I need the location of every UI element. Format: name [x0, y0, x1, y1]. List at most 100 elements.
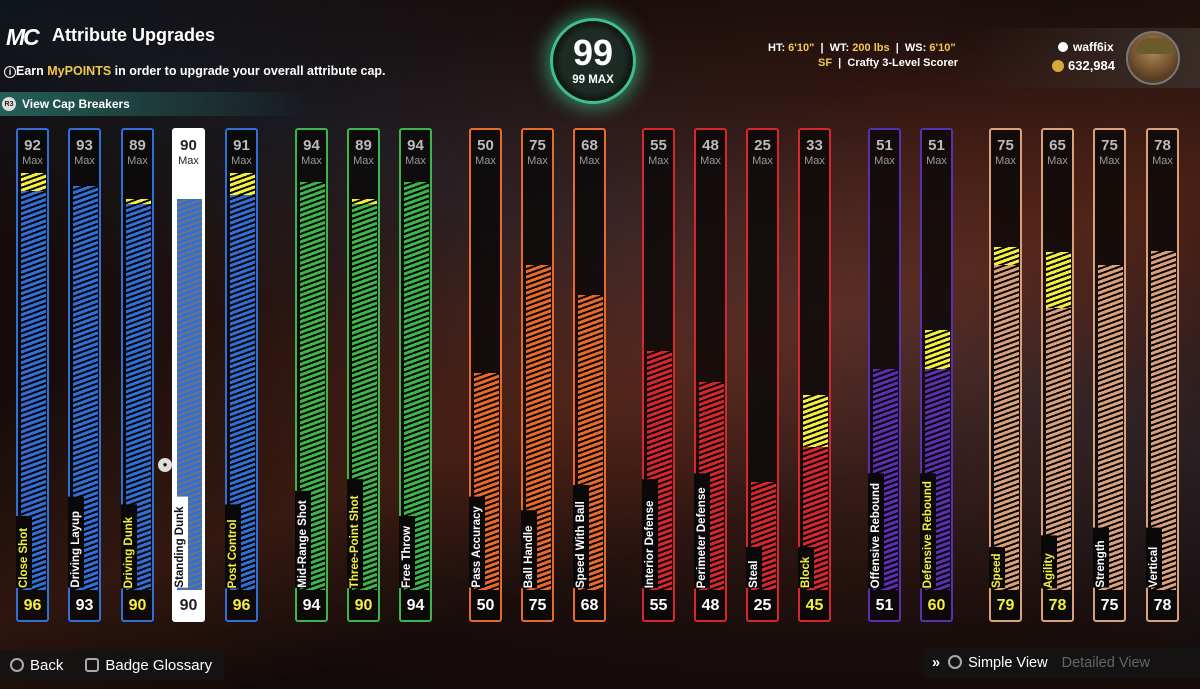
attribute-cap-value: 89	[129, 137, 146, 154]
attribute-cap-value: 51	[876, 137, 893, 154]
attribute-cap-value: 93	[76, 137, 93, 154]
attribute-label: Interior Defense	[642, 478, 658, 588]
wingspan: 6'10"	[929, 42, 956, 54]
attribute-current-value: 90	[128, 597, 147, 614]
attribute-current-value: 51	[875, 597, 894, 614]
attribute-max-label: Max	[1047, 155, 1068, 167]
attribute-max-label: Max	[74, 155, 95, 167]
attribute-max-label: Max	[405, 155, 426, 167]
attribute-max-label: Max	[475, 155, 496, 167]
r3-button-icon: R3	[2, 97, 16, 111]
attribute-label: Block	[798, 547, 814, 588]
view-cap-breakers-label: View Cap Breakers	[22, 97, 130, 111]
attribute-bar[interactable]: 78 Max Vertical 78	[1146, 128, 1179, 622]
attribute-bar[interactable]: 48 Max Perimeter Defense 48	[694, 128, 727, 622]
attribute-bar[interactable]: 33 Max Block 45	[798, 128, 831, 622]
attribute-current-value: 75	[1100, 597, 1119, 614]
attribute-bar[interactable]: 89 Max Driving Dunk 90	[121, 128, 154, 622]
vc-coin-icon	[1052, 60, 1064, 72]
attribute-current-value: 78	[1153, 597, 1172, 614]
simple-view-tab[interactable]: Simple View	[948, 655, 1048, 671]
attribute-bar[interactable]: 25 Max Steal 25	[746, 128, 779, 622]
attribute-cap-value: 25	[754, 137, 771, 154]
attribute-max-label: Max	[527, 155, 548, 167]
badge-glossary-button[interactable]: Badge Glossary	[85, 657, 212, 674]
attribute-label: Driving Layup	[68, 497, 84, 588]
attribute-current-value: 96	[23, 597, 42, 614]
attribute-max-label: Max	[648, 155, 669, 167]
attribute-max-label: Max	[995, 155, 1016, 167]
attribute-label: Agility	[1041, 534, 1057, 588]
attribute-cap-value: 33	[806, 137, 823, 154]
attribute-current-value: 75	[528, 597, 547, 614]
attribute-fill	[994, 264, 1019, 590]
attribute-bar[interactable]: 92 Max Close Shot 96	[16, 128, 49, 622]
attribute-label: Close Shot	[16, 516, 32, 588]
attribute-cap-value: 91	[233, 137, 250, 154]
position: SF	[818, 57, 833, 69]
attribute-max-label: Max	[231, 155, 252, 167]
back-button[interactable]: Back	[10, 657, 63, 674]
attribute-bar[interactable]: 51 Max Offensive Rebound 51	[868, 128, 901, 622]
attribute-label: Steal	[746, 547, 762, 588]
attribute-upgrade-fill	[803, 394, 828, 447]
avatar-cap	[1136, 38, 1174, 54]
attribute-current-value: 48	[701, 597, 720, 614]
attribute-label: Ball Handle	[521, 509, 537, 588]
attribute-current-value: 25	[753, 597, 772, 614]
attribute-current-value: 78	[1048, 597, 1067, 614]
weight: 200 lbs	[852, 42, 890, 54]
archetype: Crafty 3-Level Scorer	[847, 57, 959, 69]
attribute-cap-value: 65	[1049, 137, 1066, 154]
attribute-bar[interactable]: 90 Max Standing Dunk 90 ●	[158, 128, 205, 622]
attribute-current-value: 50	[476, 597, 495, 614]
info-icon: i	[4, 66, 16, 78]
attribute-bar[interactable]: 68 Max Speed With Ball 68	[573, 128, 606, 622]
attribute-current-value: 68	[580, 597, 599, 614]
attribute-cap-value: 75	[997, 137, 1014, 154]
attribute-bar[interactable]: 93 Max Driving Layup 93	[68, 128, 101, 622]
attribute-max-label: Max	[804, 155, 825, 167]
chevron-double-right-icon: »	[932, 655, 941, 671]
attribute-bar[interactable]: 51 Max Defensive Rebound 60	[920, 128, 953, 622]
attribute-label: Strength	[1093, 528, 1109, 588]
attribute-max-label: Max	[700, 155, 721, 167]
attribute-label: Speed With Ball	[573, 485, 589, 588]
attribute-bar[interactable]: 65 Max Agility 78	[1041, 128, 1074, 622]
attribute-bar[interactable]: 94 Max Mid-Range Shot 94	[295, 128, 328, 622]
attribute-bar[interactable]: 75 Max Speed 79	[989, 128, 1022, 622]
attribute-cap-value: 94	[407, 137, 424, 154]
attribute-cap-value: 90	[180, 137, 197, 154]
attribute-bar[interactable]: 94 Max Free Throw 94	[399, 128, 432, 622]
attribute-max-label: Max	[926, 155, 947, 167]
attribute-bar[interactable]: 50 Max Pass Accuracy 50	[469, 128, 502, 622]
attribute-cap-value: 68	[581, 137, 598, 154]
attribute-cap-value: 51	[928, 137, 945, 154]
attribute-max-label: Max	[752, 155, 773, 167]
attribute-bar[interactable]: 89 Max Three-Point Shot 90	[347, 128, 380, 622]
attribute-bar[interactable]: 75 Max Ball Handle 75	[521, 128, 554, 622]
attribute-max-label: Max	[178, 155, 199, 167]
attribute-bar[interactable]: 55 Max Interior Defense 55	[642, 128, 675, 622]
square-button-icon	[85, 657, 100, 672]
mc-logo: MC	[6, 24, 40, 50]
attribute-label: Free Throw	[399, 516, 415, 588]
attribute-label: Perimeter Defense	[694, 472, 710, 588]
attribute-bar[interactable]: 91 Max Post Control 96	[225, 128, 258, 622]
attribute-max-label: Max	[1099, 155, 1120, 167]
attribute-cap-value: 92	[24, 137, 41, 154]
attribute-current-value: 94	[406, 597, 425, 614]
attribute-max-label: Max	[22, 155, 43, 167]
attribute-cap-value: 75	[529, 137, 546, 154]
attribute-bar[interactable]: 75 Max Strength 75	[1093, 128, 1126, 622]
detailed-view-tab[interactable]: Detailed View	[1061, 655, 1151, 671]
view-cap-breakers-button[interactable]: R3 View Cap Breakers	[0, 92, 310, 116]
username: waff6ix	[1058, 40, 1114, 54]
attribute-current-value: 94	[302, 597, 321, 614]
overall-rating-badge: 99 99 MAX	[550, 18, 636, 104]
attribute-max-label: Max	[127, 155, 148, 167]
attribute-current-value: 90	[179, 597, 198, 614]
attribute-current-value: 90	[354, 597, 373, 614]
footer-left: Back Badge Glossary	[0, 650, 224, 680]
attribute-current-value: 55	[649, 597, 668, 614]
